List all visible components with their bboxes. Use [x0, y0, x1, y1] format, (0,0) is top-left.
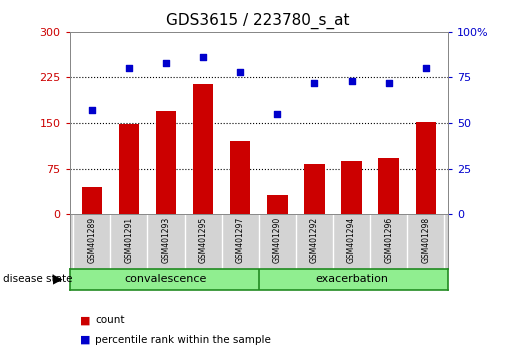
Point: [273, 111, 282, 117]
Bar: [156, 111, 176, 214]
Text: ■: ■: [80, 315, 90, 325]
Bar: [341, 161, 362, 214]
Point: [236, 69, 244, 75]
Point: [348, 78, 356, 84]
Point: [199, 55, 207, 60]
Point: [311, 80, 319, 86]
Bar: [118, 124, 139, 214]
Bar: [230, 141, 250, 214]
Text: disease state: disease state: [3, 274, 72, 284]
Text: convalescence: convalescence: [125, 274, 207, 284]
Bar: [304, 164, 324, 214]
Point: [125, 65, 133, 71]
Text: GDS3615 / 223780_s_at: GDS3615 / 223780_s_at: [166, 12, 349, 29]
Text: GSM401293: GSM401293: [162, 217, 170, 263]
Text: GSM401292: GSM401292: [310, 217, 319, 263]
Bar: [379, 158, 399, 214]
Text: GSM401290: GSM401290: [273, 217, 282, 263]
Point: [422, 65, 430, 71]
Text: exacerbation: exacerbation: [315, 274, 388, 284]
Bar: [193, 84, 213, 214]
Text: GSM401295: GSM401295: [199, 217, 208, 263]
Bar: [416, 122, 436, 214]
Text: GSM401294: GSM401294: [347, 217, 356, 263]
Text: GSM401289: GSM401289: [87, 217, 96, 263]
Bar: [267, 195, 287, 214]
Text: percentile rank within the sample: percentile rank within the sample: [95, 335, 271, 345]
Text: ▶: ▶: [53, 273, 63, 286]
Text: GSM401291: GSM401291: [125, 217, 133, 263]
Bar: [81, 187, 102, 214]
Text: GSM401298: GSM401298: [421, 217, 431, 263]
Text: GSM401297: GSM401297: [236, 217, 245, 263]
Text: ■: ■: [80, 335, 90, 345]
Point: [162, 60, 170, 66]
Point: [385, 80, 393, 86]
Text: count: count: [95, 315, 125, 325]
Point: [88, 107, 96, 113]
Text: GSM401296: GSM401296: [384, 217, 393, 263]
